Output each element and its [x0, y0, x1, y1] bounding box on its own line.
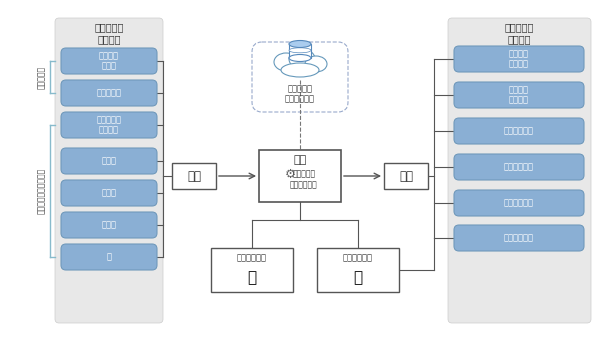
Text: 📱: 📱	[353, 270, 362, 285]
FancyBboxPatch shape	[454, 154, 584, 180]
Text: 環境最適化: 環境最適化	[292, 169, 316, 178]
FancyBboxPatch shape	[252, 42, 348, 112]
Text: 日射センサー: 日射センサー	[504, 127, 534, 135]
Text: 入力: 入力	[399, 169, 413, 182]
Text: クラウドへ
データを蓄積: クラウドへ データを蓄積	[285, 84, 315, 104]
Bar	[317, 248, 399, 292]
Text: 直接制御端末: 直接制御端末	[237, 253, 267, 263]
Text: 温度センサー: 温度センサー	[504, 163, 534, 172]
Text: 遠隔制御端末: 遠隔制御端末	[343, 253, 373, 263]
Bar	[259, 150, 341, 202]
Ellipse shape	[274, 53, 298, 71]
Bar	[211, 248, 293, 292]
FancyBboxPatch shape	[454, 190, 584, 216]
Ellipse shape	[281, 63, 319, 77]
Text: 培地水分
センサー: 培地水分 センサー	[509, 85, 529, 105]
Ellipse shape	[289, 48, 311, 53]
Text: アルゴリズム: アルゴリズム	[290, 180, 318, 190]
FancyBboxPatch shape	[454, 225, 584, 251]
FancyBboxPatch shape	[61, 148, 157, 174]
FancyBboxPatch shape	[55, 18, 163, 323]
Text: 風力センサー: 風力センサー	[504, 234, 534, 242]
Bar	[384, 163, 428, 189]
Text: 換気扇: 換気扇	[101, 221, 116, 229]
Text: 遥光・保温
カーテン: 遥光・保温 カーテン	[97, 115, 121, 135]
FancyBboxPatch shape	[61, 212, 157, 238]
Text: 施設環境コントロール: 施設環境コントロール	[37, 168, 46, 214]
Bar	[289, 44, 311, 58]
FancyBboxPatch shape	[61, 180, 157, 206]
FancyBboxPatch shape	[61, 244, 157, 270]
Text: センシング
システム: センシング システム	[505, 22, 534, 44]
Text: 培地成分
センサー: 培地成分 センサー	[509, 49, 529, 69]
FancyBboxPatch shape	[61, 80, 157, 106]
Text: 循環扇: 循環扇	[101, 189, 116, 197]
FancyBboxPatch shape	[454, 46, 584, 72]
Ellipse shape	[305, 56, 327, 72]
Text: 潅水ポンプ: 潅水ポンプ	[97, 89, 121, 98]
FancyBboxPatch shape	[61, 112, 157, 138]
Text: 📱: 📱	[247, 270, 257, 285]
Text: 栅培自動化: 栅培自動化	[37, 65, 46, 89]
Ellipse shape	[289, 55, 311, 61]
Text: 暖房機: 暖房機	[101, 157, 116, 165]
Text: 処理: 処理	[293, 155, 307, 165]
FancyBboxPatch shape	[454, 118, 584, 144]
FancyBboxPatch shape	[448, 18, 591, 323]
FancyBboxPatch shape	[61, 48, 157, 74]
Text: 出力: 出力	[187, 169, 201, 182]
Text: 窓: 窓	[107, 252, 112, 262]
FancyBboxPatch shape	[454, 82, 584, 108]
Text: 運用自動化
システム: 運用自動化 システム	[94, 22, 124, 44]
Ellipse shape	[289, 49, 315, 69]
Ellipse shape	[289, 41, 311, 47]
Text: ⚙: ⚙	[284, 167, 296, 180]
Text: 肥料原液
ポンプ: 肥料原液 ポンプ	[99, 51, 119, 71]
Bar	[172, 163, 216, 189]
Text: 感雨センサー: 感雨センサー	[504, 198, 534, 208]
